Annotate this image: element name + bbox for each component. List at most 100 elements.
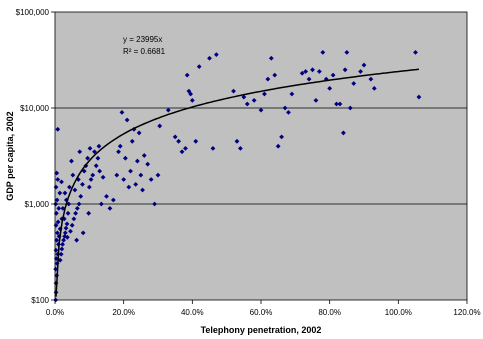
data-point: [61, 237, 66, 243]
data-point: [53, 201, 59, 207]
data-point: [330, 72, 336, 78]
data-point: [126, 184, 132, 190]
data-point: [129, 138, 135, 144]
x-tick-label: 0.0%: [46, 308, 64, 317]
data-point: [66, 201, 72, 207]
data-point: [63, 225, 69, 231]
data-point: [213, 52, 219, 57]
x-tick-label: 120.0%: [453, 308, 480, 317]
data-point: [93, 163, 99, 169]
data-point: [74, 237, 80, 243]
data-point: [55, 177, 61, 182]
data-point: [72, 187, 78, 193]
data-point: [258, 107, 264, 113]
data-point: [320, 49, 326, 55]
data-point: [62, 190, 68, 196]
data-point: [196, 64, 202, 69]
data-point: [107, 205, 113, 211]
data-point: [71, 216, 77, 222]
data-point: [60, 205, 66, 211]
data-point: [279, 134, 284, 140]
data-point: [268, 55, 274, 61]
data-point: [313, 97, 319, 103]
data-point: [73, 210, 78, 216]
data-point: [57, 190, 63, 196]
data-point: [238, 145, 243, 151]
x-tick-label: 80.0%: [318, 308, 341, 317]
data-point: [189, 97, 195, 103]
data-point: [272, 72, 278, 78]
data-point: [54, 197, 60, 203]
data-point: [86, 210, 92, 216]
plot-background: [55, 12, 467, 300]
data-point: [286, 109, 291, 115]
data-point: [141, 153, 147, 158]
data-point: [70, 172, 76, 178]
data-point: [114, 172, 120, 178]
data-point: [104, 193, 109, 199]
data-point: [323, 76, 329, 82]
data-point: [87, 145, 93, 151]
trendline-equation: y = 23995x: [123, 35, 162, 44]
x-tick-label: 60.0%: [250, 308, 273, 317]
data-point: [56, 205, 62, 211]
data-point: [97, 168, 103, 174]
data-point: [275, 143, 281, 149]
data-point: [133, 182, 139, 187]
data-point: [62, 230, 68, 236]
data-point: [136, 130, 142, 136]
data-point: [344, 49, 350, 55]
data-point: [262, 91, 267, 97]
data-point: [416, 94, 422, 100]
x-tick-label: 20.0%: [112, 308, 135, 317]
data-point: [69, 222, 75, 228]
data-point: [413, 49, 418, 55]
data-point: [100, 174, 106, 180]
data-point: [74, 205, 80, 211]
data-point: [64, 234, 70, 240]
data-point: [165, 107, 171, 113]
data-point: [188, 91, 194, 97]
data-point: [341, 130, 346, 136]
data-point: [183, 145, 188, 151]
data-point: [78, 193, 84, 199]
data-point: [92, 149, 97, 155]
data-point: [53, 266, 59, 272]
x-axis-title: Telephony penetration, 2002: [201, 325, 322, 335]
data-point: [176, 138, 181, 144]
data-point: [117, 143, 123, 149]
y-tick-label: $1,000: [25, 200, 50, 209]
data-point: [251, 97, 257, 103]
data-point: [59, 179, 64, 185]
data-point: [152, 201, 157, 207]
data-point: [67, 184, 72, 190]
data-point: [80, 230, 86, 236]
y-tick-label: $100: [31, 296, 49, 305]
data-point: [65, 210, 71, 216]
data-point: [207, 55, 212, 61]
data-point: [342, 67, 348, 73]
data-point: [55, 219, 61, 225]
data-point: [172, 134, 178, 140]
data-point: [179, 149, 185, 155]
data-point: [337, 101, 343, 107]
y-tick-label: $100,000: [16, 8, 50, 17]
data-point: [306, 76, 312, 82]
data-point: [140, 187, 145, 193]
y-axis-ticks: $100 $1,000 $10,000 $100,000: [16, 8, 55, 305]
data-point: [85, 155, 91, 161]
y-tick-label: $10,000: [20, 104, 49, 113]
data-point: [282, 105, 288, 111]
data-point: [122, 155, 128, 161]
data-point: [76, 201, 82, 207]
data-point: [138, 172, 144, 178]
data-point: [289, 91, 295, 97]
data-point: [59, 216, 65, 222]
data-point: [81, 168, 87, 174]
data-point: [184, 72, 190, 78]
data-point: [234, 138, 240, 144]
data-point: [327, 86, 333, 91]
data-point: [210, 145, 216, 151]
data-point: [80, 182, 85, 187]
data-point: [98, 201, 104, 207]
